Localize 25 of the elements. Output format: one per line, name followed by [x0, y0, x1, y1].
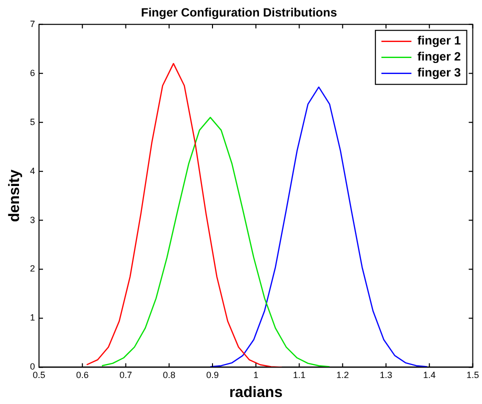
- y-tick-label: 5: [30, 116, 36, 127]
- x-tick-label: 0.5: [32, 370, 46, 380]
- y-tick-label: 6: [30, 68, 36, 78]
- x-tick-label: 1.3: [380, 370, 392, 380]
- x-tick-label: 0.7: [119, 370, 132, 380]
- legend-label: finger 1: [417, 34, 462, 48]
- x-axis-title: radians: [229, 384, 283, 402]
- y-tick-label: 7: [30, 18, 36, 29]
- y-axis-title: density: [6, 168, 24, 222]
- legend-label: finger 3: [417, 66, 462, 80]
- x-tick-label: 1: [253, 370, 258, 380]
- x-tick-label: 1.5: [466, 370, 479, 380]
- y-tick-label: 4: [30, 166, 36, 176]
- x-tick-label: 0.9: [206, 370, 219, 380]
- y-tick-label: 3: [30, 214, 36, 225]
- y-tick-label: 1: [30, 312, 36, 323]
- legend-label: finger 2: [417, 50, 462, 64]
- y-tick-label: 2: [30, 264, 36, 274]
- x-tick-label: 1.4: [423, 370, 436, 380]
- x-tick-label: 1.2: [336, 370, 349, 380]
- x-tick-label: 0.6: [76, 370, 89, 380]
- x-tick-label: 1.1: [292, 370, 306, 380]
- x-tick-label: 0.8: [162, 370, 176, 380]
- chart-title: Finger Configuration Distributions: [141, 6, 338, 20]
- y-tick-label: 0: [30, 362, 36, 372]
